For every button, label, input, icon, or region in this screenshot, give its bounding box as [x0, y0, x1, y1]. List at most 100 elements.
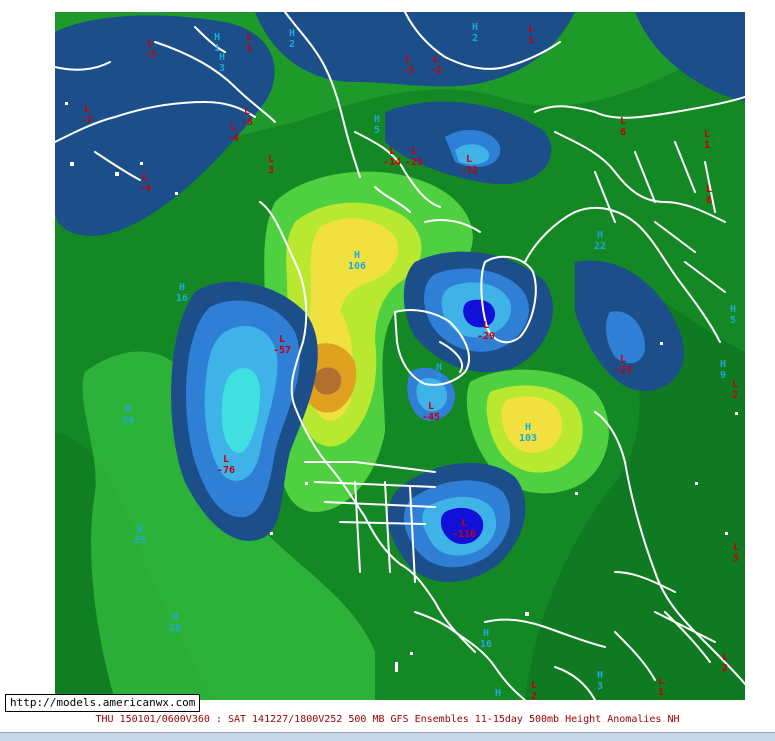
- high-center: H5: [374, 114, 380, 136]
- center-letter: L: [704, 129, 710, 140]
- center-value: 16: [480, 639, 492, 650]
- high-center: H9: [720, 359, 726, 381]
- center-value: 106: [348, 261, 366, 272]
- center-letter: H: [354, 250, 360, 261]
- low-center: L-76: [217, 454, 235, 476]
- center-value: -4: [139, 183, 151, 194]
- center-value: 6: [620, 127, 626, 138]
- center-value: 9: [720, 370, 726, 381]
- center-value: 22: [594, 241, 606, 252]
- center-value: -57: [273, 345, 291, 356]
- low-center: L-25: [405, 146, 423, 168]
- high-center: H3: [219, 52, 225, 74]
- center-value: 1: [658, 687, 664, 698]
- center-value: 3: [597, 681, 603, 692]
- yellow-high: [501, 396, 563, 453]
- low-center: L2: [531, 680, 537, 700]
- center-letter: H: [289, 28, 295, 39]
- center-value: 5: [730, 315, 736, 326]
- center-letter: L: [142, 172, 148, 183]
- center-letter: H: [436, 362, 442, 373]
- center-letter: L: [246, 32, 252, 43]
- center-letter: L: [531, 680, 537, 691]
- low-center: L-5: [241, 106, 253, 128]
- center-letter: H: [172, 612, 178, 623]
- brown-center: [314, 367, 342, 395]
- high-center: H16: [480, 628, 492, 650]
- map-canvas: L-3H1H3L1H2H2L1L-3L-2L-7L-4L-5L-4L3H5L-1…: [55, 12, 745, 700]
- center-letter: H: [597, 230, 603, 241]
- navy-trough: [635, 12, 745, 102]
- deepblue-low: [440, 507, 484, 545]
- low-center: L-116: [452, 518, 476, 540]
- low-center: L-29: [477, 320, 495, 342]
- center-letter: L: [483, 320, 489, 331]
- low-center: L-23: [614, 354, 632, 376]
- center-letter: H: [125, 404, 131, 415]
- center-value: 2: [531, 691, 537, 700]
- center-letter: L: [722, 652, 728, 663]
- center-value: -3: [402, 65, 414, 76]
- center-value: 25: [134, 535, 146, 546]
- center-letter: L: [405, 54, 411, 65]
- center-letter: L: [411, 146, 417, 157]
- center-letter: L: [706, 184, 712, 195]
- center-letter: L: [732, 379, 738, 390]
- center-letter: H: [720, 359, 726, 370]
- center-value: 13: [492, 699, 504, 700]
- center-letter: L: [428, 401, 434, 412]
- map-caption: THU 150101/0600V360 : SAT 141227/1800V25…: [95, 714, 680, 725]
- center-value: -14: [383, 157, 401, 168]
- dark-green-area: [525, 262, 745, 700]
- window-bottom-bar: [0, 732, 775, 741]
- high-center: H13: [492, 688, 504, 700]
- center-letter: H: [730, 304, 736, 315]
- low-center: L1: [658, 676, 664, 698]
- center-value: 2: [289, 39, 295, 50]
- lightblue-low: [416, 377, 447, 412]
- center-value: 3: [219, 63, 225, 74]
- low-center: L-4: [227, 122, 239, 144]
- high-center: H2: [289, 28, 295, 50]
- low-center: L-3: [402, 54, 414, 76]
- center-value: 6: [706, 195, 712, 206]
- cyan-low: [221, 368, 260, 453]
- center-value: 1: [528, 35, 534, 46]
- high-center: H28: [169, 612, 181, 634]
- center-value: 2: [472, 33, 478, 44]
- center-value: -116: [452, 529, 476, 540]
- center-value: -76: [217, 465, 235, 476]
- center-letter: L: [268, 154, 274, 165]
- deepblue-low: [463, 299, 495, 328]
- center-value: 1: [214, 43, 220, 54]
- center-letter: H: [179, 282, 185, 293]
- source-watermark: http://models.americanwx.com: [5, 694, 201, 712]
- center-value: -3: [144, 49, 156, 60]
- center-letter: L: [466, 154, 472, 165]
- center-letter: H: [137, 524, 143, 535]
- center-value: 16: [176, 293, 188, 304]
- center-value: 1: [246, 43, 252, 54]
- low-center: L-3: [144, 38, 156, 60]
- center-value: -5: [241, 117, 253, 128]
- low-center: L2: [722, 652, 728, 674]
- center-value: -45: [422, 412, 440, 423]
- center-value: -2: [430, 65, 442, 76]
- low-center: L-32: [460, 154, 478, 176]
- navy-trough: [55, 15, 275, 236]
- low-center: L1: [704, 129, 710, 151]
- center-letter: L: [244, 106, 250, 117]
- center-letter: H: [597, 670, 603, 681]
- high-center: H16: [176, 282, 188, 304]
- low-center: L-4: [139, 172, 151, 194]
- center-letter: L: [147, 38, 153, 49]
- center-value: 28: [169, 623, 181, 634]
- low-center: L6: [706, 184, 712, 206]
- center-letter: H: [219, 52, 225, 63]
- center-letter: L: [461, 518, 467, 529]
- center-letter: H: [495, 688, 501, 699]
- center-value: 1: [704, 140, 710, 151]
- center-value: 3: [268, 165, 274, 176]
